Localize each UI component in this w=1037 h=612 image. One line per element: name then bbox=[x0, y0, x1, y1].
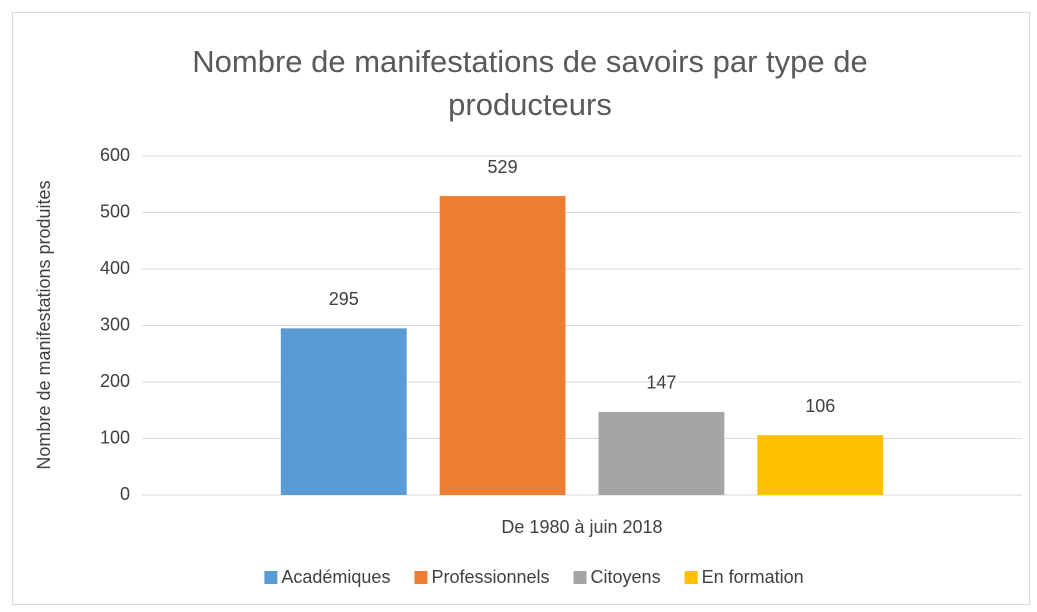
y-tick-label: 300 bbox=[100, 314, 130, 334]
legend-swatch bbox=[573, 571, 587, 584]
bar bbox=[757, 435, 884, 495]
y-tick-label: 100 bbox=[100, 427, 130, 447]
y-tick-label: 500 bbox=[100, 201, 130, 221]
bar bbox=[280, 328, 407, 495]
legend-swatch bbox=[414, 571, 428, 584]
data-label: 106 bbox=[805, 396, 835, 416]
y-tick-label: 200 bbox=[100, 371, 130, 391]
y-axis-label: Nombre de manifestations produites bbox=[34, 180, 54, 469]
data-label: 295 bbox=[329, 289, 359, 309]
legend-swatch bbox=[684, 571, 698, 584]
legend-label: Professionnels bbox=[431, 567, 549, 587]
legend-label: Académiques bbox=[281, 567, 390, 587]
legend-label: En formation bbox=[702, 567, 804, 587]
legend-swatch bbox=[264, 571, 278, 584]
data-label: 147 bbox=[646, 373, 676, 393]
legend-label: Citoyens bbox=[591, 567, 661, 587]
y-tick-label: 400 bbox=[100, 258, 130, 278]
data-label: 529 bbox=[488, 157, 518, 177]
bar bbox=[439, 196, 566, 496]
y-tick-label: 0 bbox=[120, 484, 130, 504]
chart-title: Nombre de manifestations de savoirs par … bbox=[192, 44, 868, 122]
x-tick-label: De 1980 à juin 2018 bbox=[501, 517, 662, 537]
y-tick-label: 600 bbox=[100, 145, 130, 165]
bar bbox=[598, 411, 725, 495]
